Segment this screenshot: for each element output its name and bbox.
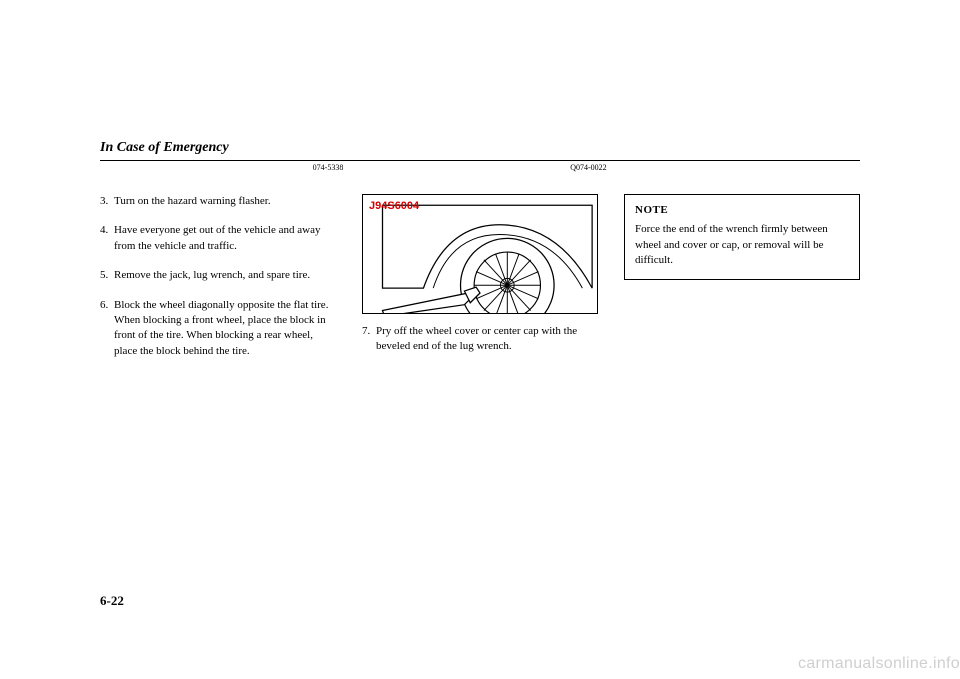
step-number: 3. [100,194,114,209]
header-rule [100,160,860,161]
step-text: Block the wheel diagonally opposite the … [114,298,336,360]
step-text: Have everyone get out of the vehicle and… [114,223,336,254]
step-number: 4. [100,223,114,254]
step-text: Remove the jack, lug wrench, and spare t… [114,268,336,283]
manual-page: In Case of Emergency 074-5338 Q074-0022 … [0,0,960,679]
step-3: 3. Turn on the hazard warning flasher. [100,194,336,209]
step-5: 5. Remove the jack, lug wrench, and spar… [100,268,336,283]
column-center: J94S6004 [362,194,598,373]
note-text: Force the end of the wrench firmly betwe… [635,222,849,268]
step-4: 4. Have everyone get out of the vehicle … [100,223,336,254]
note-title: NOTE [635,203,849,218]
content-columns: 3. Turn on the hazard warning flasher. 4… [100,194,860,373]
step-6: 6. Block the wheel diagonally opposite t… [100,298,336,360]
column-right: NOTE Force the end of the wrench firmly … [624,194,860,373]
section-title: In Case of Emergency [100,140,860,156]
header-codes: 074-5338 Q074-0022 [100,163,860,172]
step-7: 7. Pry off the wheel cover or center cap… [362,324,598,355]
step-text: Turn on the hazard warning flasher. [114,194,336,209]
column-left: 3. Turn on the hazard warning flasher. 4… [100,194,336,373]
watermark: carmanualsonline.info [798,655,960,673]
header-code-right: Q074-0022 [363,163,616,172]
wheel-figure: J94S6004 [362,194,598,314]
step-number: 6. [100,298,114,360]
note-box: NOTE Force the end of the wrench firmly … [624,194,860,280]
header-code-spacer [617,163,860,172]
step-number: 7. [362,324,376,355]
step-number: 5. [100,268,114,283]
header-code-left: 074-5338 [100,163,363,172]
page-number: 6-22 [100,593,124,609]
step-text: Pry off the wheel cover or center cap wi… [376,324,598,355]
figure-label: J94S6004 [369,199,419,214]
